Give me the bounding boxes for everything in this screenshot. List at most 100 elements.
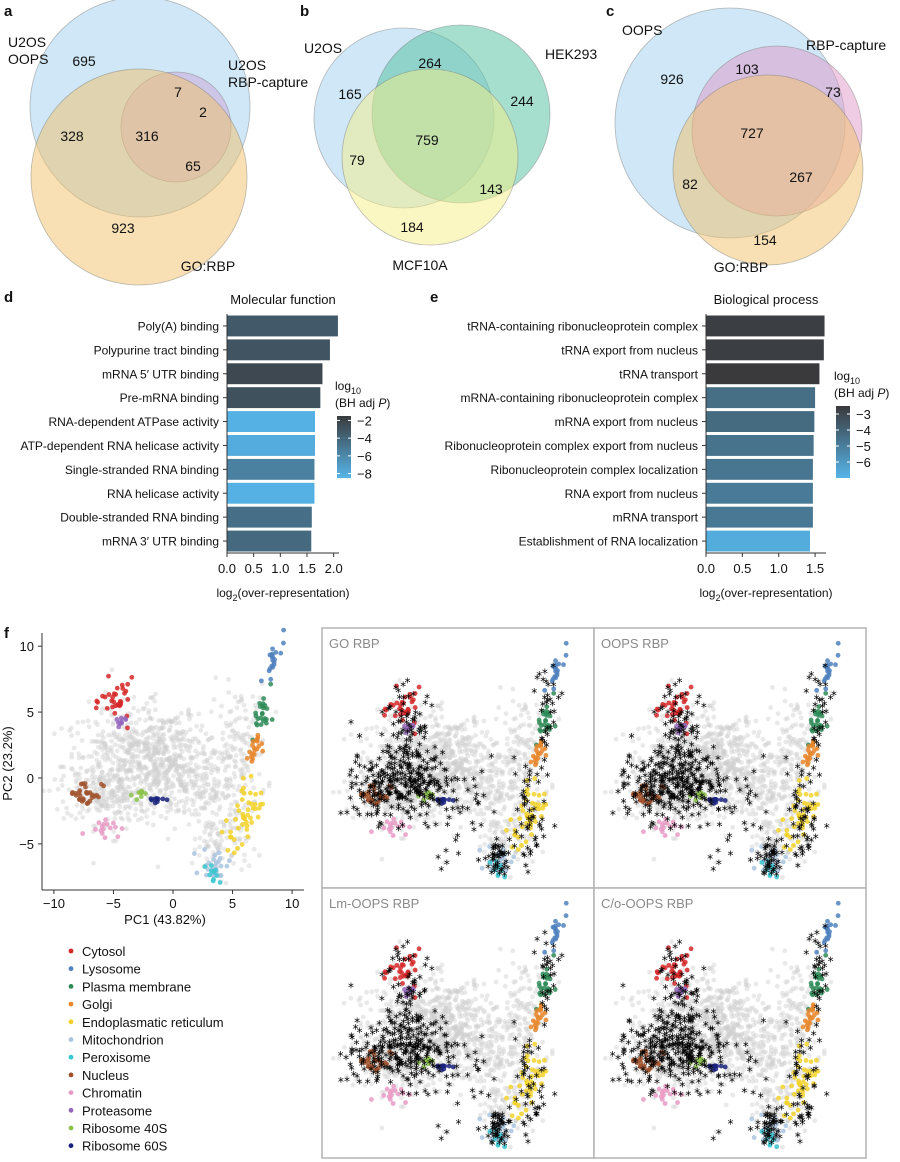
scatter-point-background	[526, 715, 532, 721]
scatter-point-background	[229, 802, 234, 807]
scatter-point	[249, 820, 255, 825]
colorbar	[836, 406, 850, 478]
scatter-point	[125, 681, 131, 687]
x-tick-label: 2.0	[325, 561, 343, 576]
rbp-star-marker: *	[399, 706, 405, 720]
scatter-point-background	[482, 745, 487, 751]
scatter-point-background	[172, 751, 178, 757]
scatter-point-background	[190, 785, 196, 791]
scatter-point-background	[133, 729, 138, 735]
scatter-point-background	[465, 753, 471, 759]
scatter-point-background	[54, 806, 60, 812]
rbp-star-marker: *	[552, 821, 558, 835]
scatter-point-background	[98, 764, 103, 769]
scatter-point-background	[488, 800, 494, 806]
scatter-point-background	[104, 747, 110, 753]
rbp-star-marker: *	[461, 774, 467, 788]
scatter-point-background	[173, 762, 179, 768]
scatter-point-background	[95, 732, 101, 738]
scatter-point-background	[119, 778, 125, 784]
scatter-point-background	[71, 745, 77, 751]
scatter-point-background	[242, 852, 247, 858]
scatter-point-background	[99, 769, 105, 775]
scatter-point-background	[231, 792, 237, 798]
scatter-point-background	[368, 743, 374, 748]
scatter-point-background	[122, 797, 128, 802]
scatter-point-background	[798, 744, 804, 750]
scatter-point-background	[141, 739, 146, 745]
scatter-point-background	[149, 782, 155, 788]
scatter-point-background	[94, 757, 99, 763]
scatter-point-background	[216, 755, 222, 761]
scatter-point-background	[144, 753, 150, 758]
scatter-point-background	[175, 763, 181, 769]
scatter-point	[202, 847, 207, 852]
scatter-point	[235, 803, 240, 809]
scatter-point-background	[753, 718, 759, 724]
scatter-point-background	[152, 731, 157, 737]
scatter-point-background	[109, 749, 115, 754]
scatter-point	[98, 828, 104, 834]
y-tick-label: 0	[27, 771, 34, 786]
scatter-point-background	[140, 706, 146, 712]
rbp-star-marker: *	[380, 766, 386, 780]
scatter-point-background	[177, 753, 183, 758]
rbp-star-marker: *	[399, 820, 405, 834]
scatter-point-background	[174, 729, 179, 734]
scatter-point	[245, 834, 251, 840]
scatter-point	[217, 880, 223, 885]
rbp-star-marker: *	[405, 750, 411, 764]
scatter-point	[125, 696, 131, 702]
scatter-point-background	[159, 765, 165, 771]
scatter-point-background	[185, 738, 191, 743]
scatter-point-background	[620, 732, 626, 737]
scatter-point-background	[501, 797, 507, 803]
scatter-point-background	[189, 811, 195, 817]
scatter-point-background	[450, 726, 455, 732]
scatter-point-background	[120, 764, 126, 769]
scatter-point-background	[98, 802, 104, 808]
scatter-point-background	[160, 759, 166, 765]
scatter-point-background	[442, 724, 448, 730]
scatter-point-background	[777, 759, 783, 765]
scatter-point-background	[107, 747, 113, 753]
scatter-point-background	[225, 751, 231, 756]
venn-region-count: 727	[740, 125, 764, 141]
scatter-point	[134, 797, 140, 803]
scatter-point-background	[163, 767, 169, 773]
scatter-point-background	[773, 783, 779, 789]
scatter-point-background	[608, 789, 614, 795]
bar	[706, 363, 820, 385]
scatter-point-background	[348, 732, 354, 737]
scatter-point-background	[123, 826, 129, 832]
scatter-point	[113, 824, 118, 830]
scatter-point-background	[189, 860, 195, 866]
scatter-point-background	[135, 761, 141, 767]
scatter-point-background	[694, 715, 700, 721]
scatter-point	[125, 725, 130, 731]
scatter-point-background	[107, 775, 113, 781]
scatter-point-background	[130, 737, 136, 743]
scatter-point-background	[125, 747, 131, 753]
scatter-point-background	[144, 735, 150, 741]
x-tick-label: 10	[285, 896, 299, 911]
scatter-point-background	[169, 719, 175, 725]
scatter-point-background	[116, 737, 122, 742]
scatter-point-background	[73, 780, 79, 785]
scatter-point-background	[138, 749, 144, 755]
scatter-point-background	[100, 773, 106, 779]
scatter-point-background	[109, 667, 115, 673]
scatter-point	[113, 703, 119, 709]
rbp-star-marker: *	[402, 773, 408, 787]
scatter-point	[241, 815, 247, 821]
scatter-point-background	[798, 722, 804, 728]
scatter-point	[240, 775, 246, 781]
scatter-point-background	[102, 777, 108, 783]
scatter-point-background	[146, 751, 152, 757]
scatter-point-background	[61, 816, 67, 821]
scatter-point-background	[126, 759, 132, 765]
scatter-point-background	[160, 773, 165, 778]
scatter-point-background	[133, 806, 139, 812]
scatter-point-background	[192, 773, 198, 779]
venn-region-count: 82	[682, 176, 698, 192]
